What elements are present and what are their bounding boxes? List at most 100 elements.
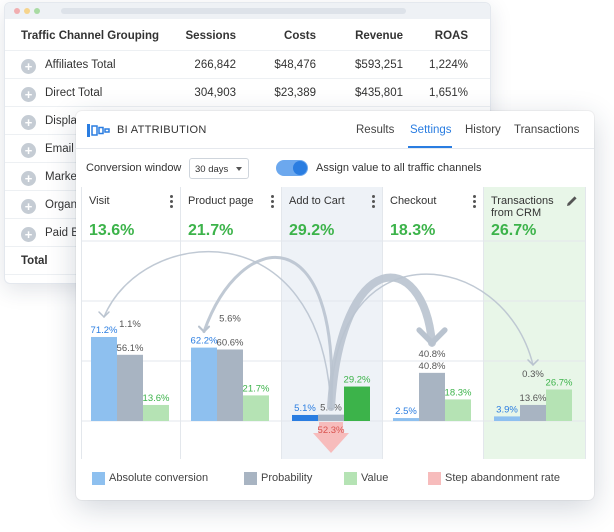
label-absolute-conversion: 3.9%: [496, 404, 518, 415]
bi-attribution-panel: BI ATTRIBUTION Results Settings History …: [76, 111, 594, 500]
flow-arrowhead: [527, 359, 539, 367]
table-header: Traffic Channel Grouping Sessions Costs …: [5, 19, 490, 51]
label-probability: 56.1%: [117, 343, 144, 354]
row-channel: Paid B: [45, 227, 79, 239]
assign-value-toggle[interactable]: [276, 160, 308, 176]
label-value: 29.2%: [344, 375, 371, 386]
bar-value: [445, 399, 471, 421]
expand-plus-icon[interactable]: +: [21, 115, 36, 130]
stage-headline-value: 26.7%: [491, 222, 537, 239]
tab-history[interactable]: History: [465, 124, 501, 136]
label-probability-top: 5.6%: [219, 313, 241, 324]
label-absolute-conversion: 2.5%: [395, 406, 417, 417]
flow-arc: [330, 273, 534, 408]
tab-settings[interactable]: Settings: [410, 124, 452, 136]
stage-product-page: Product page 21.7%: [181, 187, 282, 459]
bar-probability: [318, 414, 344, 421]
col-channel-header[interactable]: Traffic Channel Grouping: [21, 30, 160, 42]
bar-absolute-conversion: [494, 416, 520, 421]
label-value: 21.7%: [243, 383, 270, 394]
table-row[interactable]: + Affiliates Total 266,842 $48,476 $593,…: [5, 51, 490, 79]
settings-controls: Conversion window 30 days Assign value t…: [76, 149, 594, 187]
chevron-down-icon: [236, 167, 242, 171]
kebab-menu-icon[interactable]: [170, 195, 173, 208]
kebab-menu-icon[interactable]: [473, 195, 476, 208]
toggle-knob: [293, 161, 307, 175]
legend-label: Step abandonment rate: [445, 472, 560, 484]
stage-headline-value: 21.7%: [188, 222, 234, 239]
total-label: Total: [21, 255, 48, 267]
row-channel: Display: [45, 115, 83, 127]
row-channel: Affiliates Total: [45, 59, 116, 71]
stage-name: Transactions from CRM: [491, 195, 554, 219]
row-costs: $48,476: [274, 59, 316, 71]
stage-headline-value: 13.6%: [89, 222, 135, 239]
bar-probability: [520, 404, 546, 421]
legend-swatch: [92, 472, 105, 485]
table-row[interactable]: + Direct Total 304,903 $23,389 $435,801 …: [5, 79, 490, 107]
label-value: 13.6%: [143, 393, 170, 404]
expand-plus-icon[interactable]: +: [21, 171, 36, 186]
col-costs-header[interactable]: Costs: [284, 30, 316, 42]
row-channel: Organi: [45, 199, 80, 211]
label-probability: 40.8%: [419, 361, 446, 372]
label-absolute-conversion: 71.2%: [91, 325, 118, 336]
kebab-menu-icon[interactable]: [271, 195, 274, 208]
legend-swatch: [428, 472, 441, 485]
pencil-edit-icon[interactable]: [566, 195, 578, 207]
flow-arc: [103, 250, 332, 408]
expand-plus-icon[interactable]: +: [21, 227, 36, 242]
kebab-menu-icon[interactable]: [372, 195, 375, 208]
legend-label: Value: [361, 472, 389, 484]
tab-transactions[interactable]: Transactions: [514, 124, 580, 136]
bi-logo-icon: [87, 124, 110, 137]
expand-plus-icon[interactable]: +: [21, 199, 36, 214]
bar-value: [243, 395, 269, 421]
bar-value: [546, 389, 572, 421]
conversion-window-select[interactable]: 30 days: [189, 158, 249, 179]
label-probability: 60.6%: [217, 337, 244, 348]
flow-arrowhead: [197, 325, 211, 334]
stage-name: Product page: [188, 195, 254, 207]
flow-arc: [202, 256, 334, 409]
col-sessions-header[interactable]: Sessions: [185, 30, 237, 42]
conversion-window-label: Conversion window: [86, 162, 182, 174]
label-value: 18.3%: [445, 387, 472, 398]
row-sessions: 266,842: [194, 59, 236, 71]
expand-plus-icon[interactable]: +: [21, 59, 36, 74]
bar-absolute-conversion: [191, 347, 217, 421]
bar-probability: [117, 354, 143, 421]
bar-probability: [217, 349, 243, 421]
close-dot-icon[interactable]: [14, 8, 20, 14]
stage-checkout: Checkout 18.3%: [383, 187, 484, 459]
row-roas: 1,651%: [428, 87, 468, 99]
tab-results[interactable]: Results: [356, 124, 395, 136]
abandonment-arrow: [313, 422, 349, 453]
maximize-dot-icon[interactable]: [34, 8, 40, 14]
expand-plus-icon[interactable]: +: [21, 143, 36, 158]
chart-legend: Absolute conversion Probability Value St…: [76, 470, 594, 488]
funnel-plot: 71.2% 56.1% 13.6% 1.1% 62.2% 60.6% 21.7% 5.6% 5.…: [81, 240, 586, 453]
funnel-chart: Visit 13.6% Product page 21.7% Add to Ca…: [81, 187, 588, 459]
legend-label: Absolute conversion: [109, 472, 209, 484]
expand-plus-icon[interactable]: +: [21, 87, 36, 102]
bar-absolute-conversion: [292, 414, 318, 421]
stage-headline-value: 29.2%: [289, 222, 335, 239]
minimize-dot-icon[interactable]: [24, 8, 30, 14]
label-probability: 13.6%: [520, 393, 547, 404]
bar-absolute-conversion: [91, 336, 117, 421]
label-value: 26.7%: [546, 377, 573, 388]
legend-swatch: [244, 472, 257, 485]
legend-swatch: [344, 472, 357, 485]
col-revenue-header[interactable]: Revenue: [355, 30, 403, 42]
address-bar: [61, 8, 406, 14]
panel-header: BI ATTRIBUTION Results Settings History …: [76, 111, 594, 149]
flow-arc: [327, 273, 436, 411]
assign-value-label: Assign value to all traffic channels: [316, 162, 482, 174]
flow-arrowhead: [416, 327, 448, 347]
conversion-window-value: 30 days: [195, 164, 229, 175]
label-abandonment-rate: 52.3%: [318, 425, 345, 436]
row-roas: 1,224%: [428, 59, 468, 71]
row-revenue: $593,251: [355, 59, 403, 71]
col-roas-header[interactable]: ROAS: [434, 30, 468, 42]
